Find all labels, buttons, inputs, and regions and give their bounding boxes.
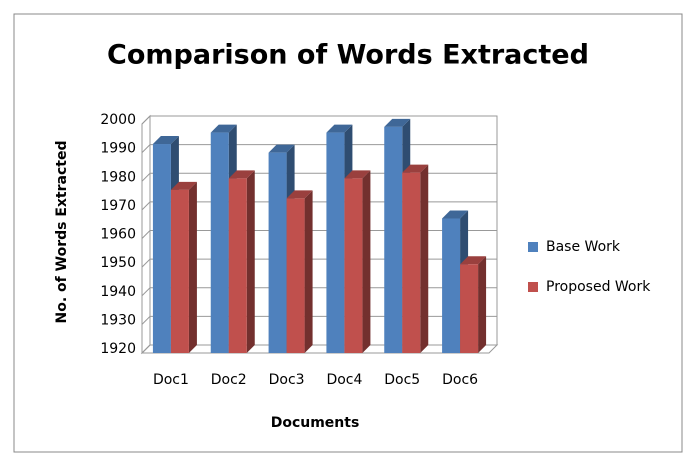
bar: [228, 178, 247, 353]
x-tick-label: Doc6: [442, 372, 478, 388]
y-axis-label: No. of Words Extracted: [54, 141, 70, 324]
bar-side: [188, 181, 197, 353]
bar: [152, 144, 171, 353]
y-tick-label: 1930: [100, 312, 136, 328]
x-axis-label: Documents: [271, 415, 360, 431]
bar-top: [152, 136, 179, 145]
bar: [384, 126, 403, 353]
bar: [344, 178, 363, 353]
bar-top: [442, 210, 469, 219]
grid-line: [141, 201, 497, 211]
y-tick-label: 1960: [100, 227, 136, 243]
bar: [460, 264, 479, 353]
bar: [442, 218, 461, 353]
bar: [170, 189, 189, 353]
grid-line: [141, 344, 497, 354]
legend-swatch: [528, 242, 538, 252]
x-tick-label: Doc3: [269, 372, 305, 388]
y-tick-label: 1990: [100, 141, 136, 157]
x-tick-label: Doc5: [384, 372, 420, 388]
grid-line: [141, 287, 497, 297]
bar: [402, 172, 421, 353]
bar-side: [362, 170, 371, 353]
grid-line: [141, 258, 497, 268]
bar-side: [304, 190, 313, 353]
x-tick-label: Doc4: [326, 372, 362, 388]
bar-top: [170, 181, 197, 190]
y-tick-label: 1920: [100, 341, 136, 357]
y-tick-label: 1940: [100, 284, 136, 300]
bar-top: [268, 144, 295, 153]
bar-side: [420, 164, 429, 353]
grid-line: [141, 230, 497, 239]
y-tick-label: 2000: [100, 112, 136, 128]
x-tick-label: Doc2: [211, 372, 247, 388]
bar-top: [402, 164, 429, 173]
x-tick-label: Doc1: [153, 372, 189, 388]
legend-label: Proposed Work: [546, 279, 651, 295]
bar-top: [228, 170, 255, 179]
bar: [210, 132, 229, 353]
grid-line: [141, 172, 497, 182]
bar: [286, 198, 305, 353]
bar-top: [460, 256, 487, 265]
y-tick-label: 1970: [100, 198, 136, 214]
legend-label: Base Work: [546, 239, 621, 255]
bar-top: [344, 170, 371, 179]
bar-top: [210, 124, 237, 133]
grid-line: [141, 144, 497, 153]
bar-top: [286, 190, 313, 199]
bar-top: [384, 118, 411, 127]
chart-title: Comparison of Words Extracted: [107, 40, 589, 71]
y-tick-label: 1950: [100, 255, 136, 271]
bar-side: [478, 256, 487, 353]
legend-swatch: [528, 282, 538, 292]
bar: [326, 132, 345, 353]
grid-line: [141, 115, 497, 125]
y-tick-label: 1980: [100, 169, 136, 185]
bar-top: [326, 124, 353, 133]
bar: [268, 152, 287, 353]
bar-side: [246, 170, 255, 353]
grid-line: [141, 315, 497, 325]
